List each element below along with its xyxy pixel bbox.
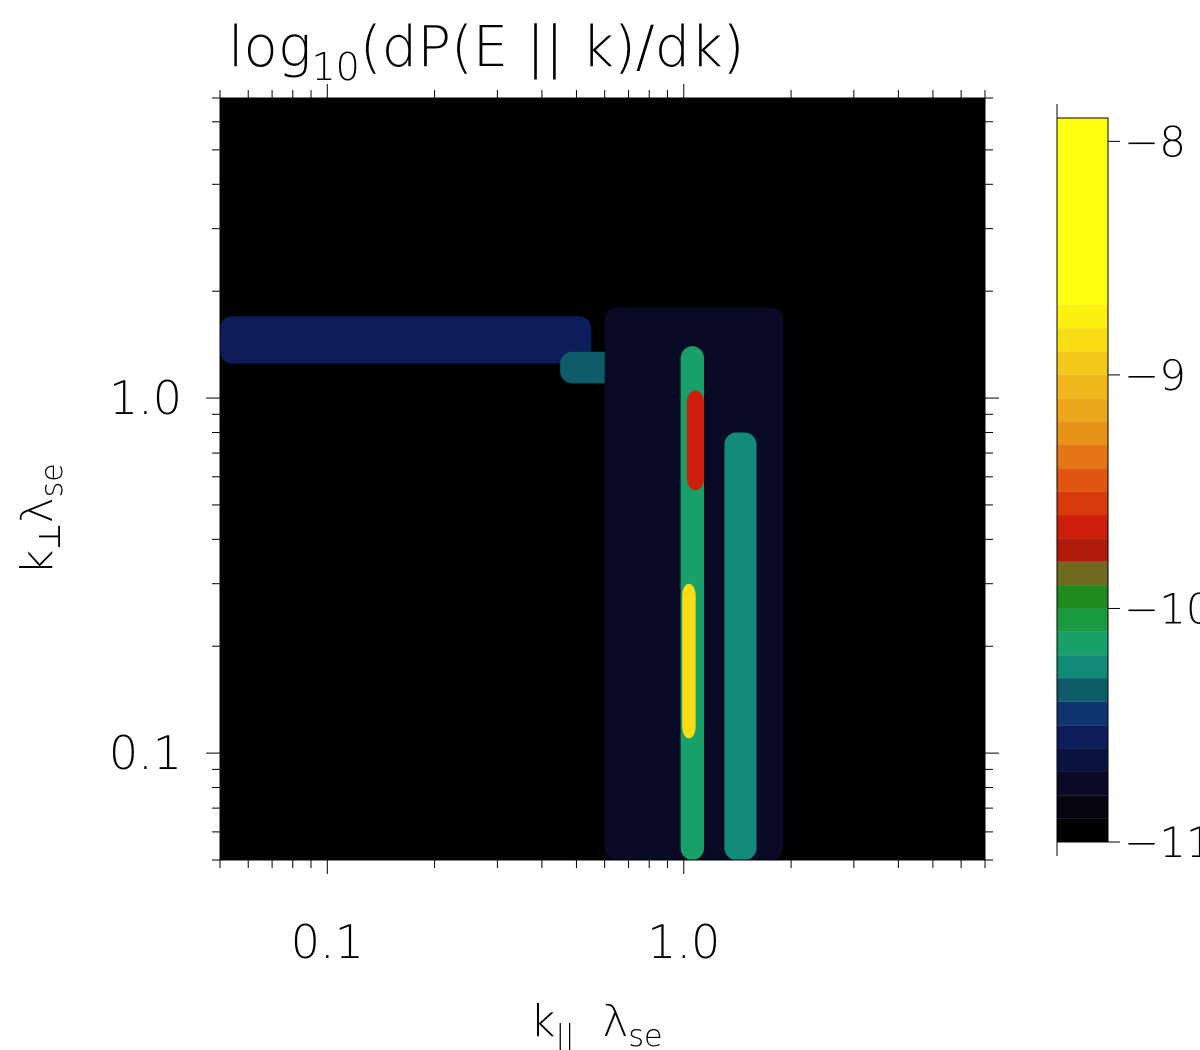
ylabel-sub1: ⊥ [33, 523, 68, 549]
colorbar-tick-label: −10 [1124, 584, 1200, 633]
colorbar-swatch [1057, 701, 1108, 726]
y-tick-label: 0.1 [109, 726, 182, 780]
xlabel-main2: λ [602, 996, 628, 1047]
plot-border [219, 97, 986, 861]
colorbar-swatch [1057, 398, 1108, 422]
colorbar-swatch [1057, 374, 1108, 399]
xlabel-sub2: se [628, 1019, 662, 1050]
x-tick-label: 1.0 [647, 915, 720, 969]
plot-frame [219, 97, 986, 861]
y-tick-label: 1.0 [109, 371, 182, 425]
colorbar-swatch [1057, 468, 1108, 492]
colorbar-tick-label: −9 [1124, 351, 1186, 400]
x-axis-title: k|| λse [530, 996, 663, 1050]
colorbar-swatch [1057, 818, 1108, 842]
colorbar-swatch [1057, 748, 1108, 772]
title-rest: (dP(E || k)/dk) [360, 15, 745, 80]
x-axis: 0.1 1.0 [219, 84, 986, 969]
contour-horizontal-band [220, 316, 592, 364]
contour-upper-hot-spot [686, 390, 705, 491]
heatmap-contours [220, 307, 784, 860]
xlabel-sub1: || [555, 1018, 574, 1050]
title-main: log [228, 15, 311, 80]
y-axis: 0.1 1.0 [109, 97, 999, 861]
colorbar-swatch [1057, 655, 1108, 679]
heatmap-plot-area [219, 97, 986, 861]
chart-title: log10(dP(E || k)/dk) [228, 15, 745, 89]
contour-peak [682, 583, 696, 739]
x-tick-label: 0.1 [291, 915, 364, 969]
colorbar-swatch [1057, 538, 1108, 562]
colorbar-swatch [1057, 444, 1108, 469]
ylabel-main: k [12, 550, 63, 575]
colorbar-swatch [1057, 515, 1108, 539]
contour-side-streak [724, 432, 757, 860]
ylabel-main2: λ [12, 497, 63, 523]
colorbar-swatch [1057, 631, 1108, 656]
colorbar-swatch [1057, 561, 1108, 586]
colorbar-swatch [1057, 585, 1108, 609]
xlabel-main: k [530, 996, 555, 1047]
colorbar-swatch [1057, 725, 1108, 749]
colorbar-tick-label: −11 [1124, 818, 1200, 867]
colorbar-swatch [1057, 118, 1108, 305]
y-axis-title: k⊥λse [12, 463, 70, 575]
colorbar-swatch [1057, 304, 1108, 329]
colorbar-swatch [1057, 608, 1108, 632]
title-sub: 10 [311, 45, 359, 89]
colorbar-swatch [1057, 771, 1108, 796]
ylabel-sub2: se [35, 463, 70, 497]
colorbar-swatch [1057, 328, 1108, 352]
colorbar-swatch [1057, 421, 1108, 445]
colorbar-swatch [1057, 678, 1108, 702]
colorbar-tick-label: −8 [1124, 117, 1186, 166]
colorbar-swatch [1057, 795, 1108, 819]
xlabel-space [574, 996, 588, 1047]
colorbar-swatch [1057, 491, 1108, 516]
colorbar: −8 −9 −10 −11 [1056, 104, 1200, 867]
heatmap-background [220, 98, 985, 860]
colorbar-swatch [1057, 351, 1108, 375]
